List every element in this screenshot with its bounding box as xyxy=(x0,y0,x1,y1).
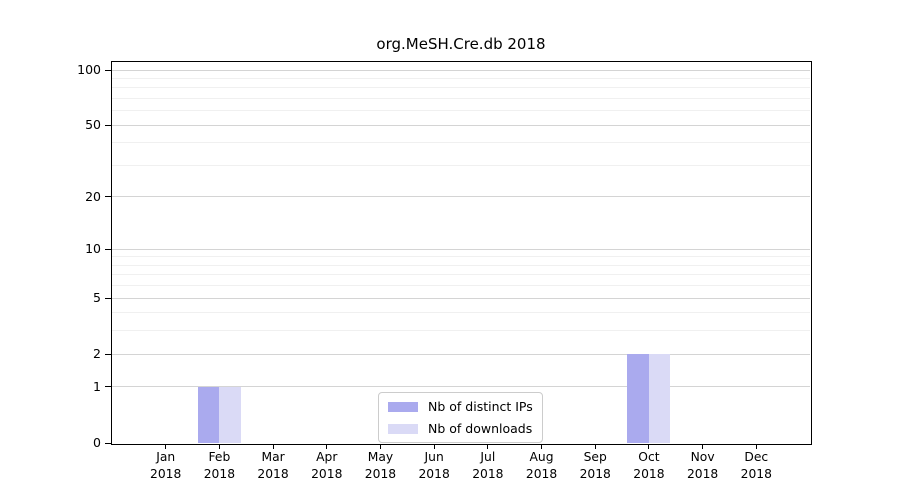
y-tick-label: 0 xyxy=(93,435,101,450)
x-tick-label: Jun 2018 xyxy=(406,449,462,483)
x-tick xyxy=(755,444,757,449)
legend-label-distinct-ips: Nb of distinct IPs xyxy=(428,399,533,414)
y-tick-label: 100 xyxy=(77,62,101,77)
x-tick xyxy=(165,444,167,449)
x-tick-label: Oct 2018 xyxy=(621,449,677,483)
y-tick xyxy=(104,196,111,198)
x-tick xyxy=(541,444,543,449)
x-tick-year-label: 2018 xyxy=(311,467,343,481)
x-tick-label: Aug 2018 xyxy=(514,449,570,483)
gridline-minor xyxy=(112,110,810,112)
x-tick-label: Jan 2018 xyxy=(138,449,194,483)
bar-distinct-ips-oct xyxy=(627,354,649,443)
gridline-minor xyxy=(112,312,810,314)
x-tick-label: Jul 2018 xyxy=(460,449,516,483)
y-tick-label: 20 xyxy=(85,188,101,204)
legend-item-distinct-ips: Nb of distinct IPs xyxy=(388,397,533,416)
gridline-major xyxy=(112,248,810,250)
x-tick-year-label: 2018 xyxy=(150,467,182,481)
y-tick-label: 5 xyxy=(93,290,101,306)
x-tick-year-label: 2018 xyxy=(257,467,289,481)
x-tick-label: Nov 2018 xyxy=(675,449,731,483)
x-tick xyxy=(487,444,489,449)
gridline-major xyxy=(112,124,810,126)
gridline-major xyxy=(112,196,810,198)
gridline-major xyxy=(112,297,810,299)
legend-item-downloads: Nb of downloads xyxy=(388,419,533,438)
x-tick-label: May 2018 xyxy=(352,449,408,483)
legend: Nb of distinct IPs Nb of downloads xyxy=(378,392,543,443)
x-tick xyxy=(433,444,435,449)
x-tick-year-label: 2018 xyxy=(686,467,719,481)
gridline-major xyxy=(112,69,810,71)
x-tick-year-label: 2018 xyxy=(525,467,558,481)
x-tick xyxy=(648,444,650,449)
gridline-minor xyxy=(112,142,810,144)
y-tick xyxy=(104,248,111,250)
y-tick-label: 1 xyxy=(93,378,101,394)
x-tick-label: Apr 2018 xyxy=(299,449,355,483)
y-tick xyxy=(104,124,111,126)
x-tick xyxy=(379,444,381,449)
legend-swatch-downloads-icon xyxy=(388,423,418,434)
y-tick-label: 50 xyxy=(85,117,101,133)
x-tick-label: Mar 2018 xyxy=(245,449,301,483)
x-tick xyxy=(272,444,274,449)
x-tick xyxy=(594,444,596,449)
y-tick xyxy=(104,297,111,299)
x-tick-year-label: 2018 xyxy=(740,467,772,481)
chart-title: org.MeSH.Cre.db 2018 xyxy=(376,35,546,53)
x-tick xyxy=(218,444,220,449)
x-tick-label: Feb 2018 xyxy=(191,449,247,483)
gridline-minor xyxy=(112,87,810,89)
x-tick-label: Sep 2018 xyxy=(567,449,623,483)
gridline-major xyxy=(112,353,810,355)
gridline-minor xyxy=(112,77,810,79)
y-tick xyxy=(104,353,111,355)
y-tick-label: 10 xyxy=(85,241,101,257)
bar-downloads-oct xyxy=(648,354,671,443)
x-tick-year-label: 2018 xyxy=(418,467,450,481)
x-tick-year-label: 2018 xyxy=(203,467,236,481)
y-tick xyxy=(104,386,111,388)
bar-downloads-feb xyxy=(219,386,241,443)
y-tick xyxy=(104,69,111,71)
y-tick xyxy=(104,442,111,444)
legend-label-downloads: Nb of downloads xyxy=(428,421,533,436)
x-tick xyxy=(326,444,328,449)
y-tick-label: 2 xyxy=(93,346,101,362)
gridline-minor xyxy=(112,164,810,166)
x-tick-year-label: 2018 xyxy=(633,467,665,481)
x-tick-label: Dec 2018 xyxy=(728,449,784,483)
gridline-major xyxy=(112,386,810,388)
bar-distinct-ips-feb xyxy=(197,386,220,443)
x-tick-year-label: 2018 xyxy=(579,467,611,481)
gridline-minor xyxy=(112,330,810,332)
gridline-minor xyxy=(112,256,810,258)
gridline-minor xyxy=(112,274,810,276)
x-tick-year-label: 2018 xyxy=(472,467,504,481)
gridline-minor xyxy=(112,285,810,287)
gridline-minor xyxy=(112,264,810,266)
gridline-minor xyxy=(112,97,810,99)
legend-swatch-distinct-ips-icon xyxy=(388,401,418,412)
x-tick xyxy=(702,444,704,449)
x-tick-year-label: 2018 xyxy=(364,467,397,481)
